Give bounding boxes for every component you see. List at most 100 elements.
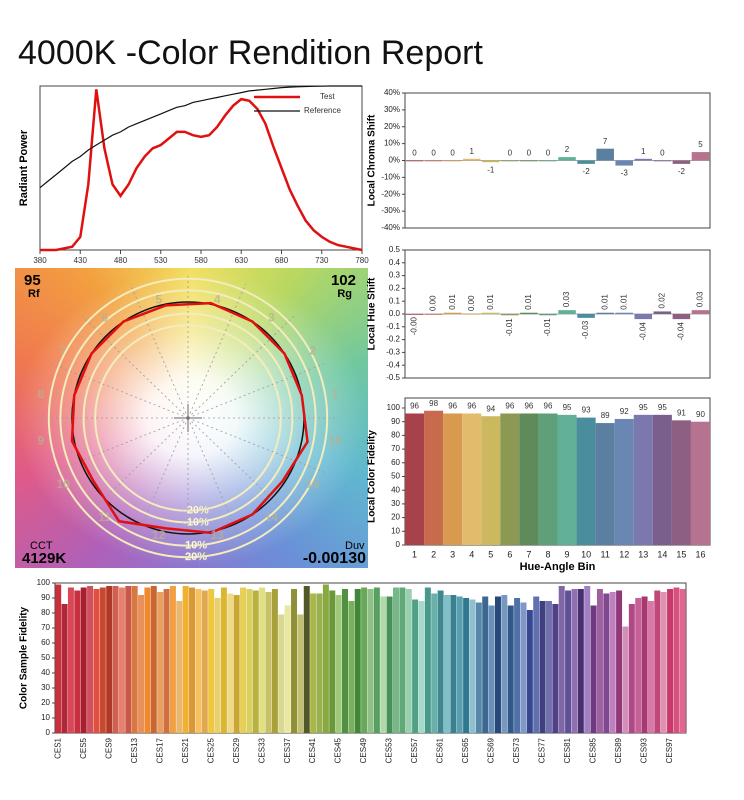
bar [501,314,519,316]
bar [310,593,317,733]
bar [552,604,559,733]
duv-label: Duv [345,540,365,552]
y-tick-label: 50 [391,472,400,481]
bar [596,589,603,733]
bar [176,601,183,733]
bar [576,417,596,545]
y-tick-label: 100 [37,578,51,587]
bar [316,593,323,733]
value-label: 92 [620,407,629,416]
bar [246,589,253,733]
y-tick-label: 10% [384,139,400,148]
bar [691,152,710,161]
bin-label: 9 [38,434,45,448]
bar [214,598,221,733]
x-tick-label: 8 [545,549,550,559]
value-label: 96 [467,402,476,411]
bar [539,601,546,733]
value-label: 0.01 [619,294,628,310]
bar [373,587,380,733]
value-label: -0.04 [638,322,647,341]
value-label: -2 [583,167,591,176]
x-tick-label: CES45 [334,737,343,763]
bin-spoke [129,283,189,419]
bar [67,587,74,733]
bin-label: 12 [152,528,166,542]
y-tick-label: -30% [381,206,400,215]
bar [227,593,234,733]
bar [443,595,450,733]
value-label: 0.01 [600,294,609,310]
bin-spoke [187,417,247,553]
value-label: 93 [582,406,591,415]
bar [622,626,629,733]
bar [112,586,119,733]
ring-label: 20% [185,551,207,563]
y-tick-label: 0.0 [389,309,401,318]
bin-label: 14 [265,510,279,524]
bar [412,599,419,733]
bar [590,605,597,733]
bar [297,614,304,733]
bar [424,587,431,733]
bar [259,587,266,733]
bar [533,596,540,733]
y-tick-label: -0.4 [386,360,400,369]
value-label: -0.04 [677,322,686,341]
value-label: -0.01 [543,318,552,337]
bar [87,586,94,733]
bar [284,605,291,733]
bar [596,148,614,161]
bar [526,610,533,733]
x-tick-label: 9 [565,549,570,559]
x-tick-label: CES25 [206,737,215,763]
bar [443,312,462,314]
bar [641,596,648,733]
value-label: 0 [431,149,436,158]
value-label: 1 [469,147,474,156]
y-tick-label: -0.3 [386,348,400,357]
bar [405,160,424,162]
x-tick-label: CES49 [359,737,368,763]
bar [584,586,591,733]
bin-label: 5 [155,292,162,306]
bar [367,589,374,733]
y-axis-label: Local Chroma Shift [367,114,378,206]
bar [252,590,259,733]
legend-label: Test [320,92,335,101]
value-label: 0.00 [467,295,476,311]
value-label: 95 [639,403,648,412]
bar [138,595,145,733]
x-tick-label: CES9 [104,737,113,758]
bar [615,160,633,166]
value-label: 0.03 [696,291,705,307]
x-tick-label: CES29 [232,737,241,763]
y-tick-label: 30 [41,683,50,692]
y-tick-label: 0 [396,540,401,549]
rf-label: Rf [28,288,40,300]
bar [577,314,595,318]
y-tick-label: 80 [41,608,50,617]
bar [456,596,463,733]
y-tick-label: 20% [384,122,400,131]
x-tick-label: CES53 [385,737,394,763]
y-tick-label: -0.1 [386,322,400,331]
bar [690,421,710,545]
bar [61,604,68,733]
bar [671,420,691,545]
value-label: 0 [660,149,665,158]
bar [507,605,514,733]
y-axis-label: Local Hue Shift [367,277,378,350]
bar [195,589,202,733]
bar [482,160,500,163]
bar [329,590,336,733]
x-tick-label: 1 [412,549,417,559]
y-tick-label: 30 [391,499,400,508]
bar [557,414,577,545]
value-label: 5 [698,140,703,149]
bar [118,587,125,733]
series-line [39,85,362,189]
ring-label: 10% [185,540,207,552]
bar [565,590,572,733]
bar [348,601,355,733]
